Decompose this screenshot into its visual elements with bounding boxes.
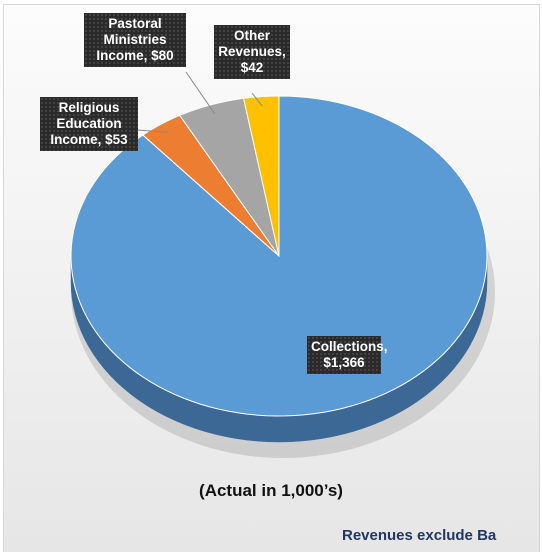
pie-slice-other-revenues bbox=[242, 95, 280, 257]
pie-slice-pastoral-ministries-income bbox=[178, 97, 280, 257]
chart-subtitle: (Actual in 1,000’s) bbox=[199, 481, 343, 500]
data-label-religious-education: Religious Education Income, $53 bbox=[40, 97, 138, 151]
footnote-text: Revenues exclude Ba bbox=[342, 527, 497, 544]
data-label-other-revenues: Other Revenues, $42 bbox=[214, 25, 290, 79]
pie-slice-religious-education-income bbox=[142, 114, 280, 257]
data-label-collections: Collections, $1,366 bbox=[307, 336, 388, 374]
leader-line-pastoral-ministries-income bbox=[185, 71, 216, 115]
leader-line-other-revenues bbox=[251, 92, 263, 107]
data-label-pastoral-ministries: Pastoral Ministries Income, $80 bbox=[84, 13, 186, 67]
leader-line-religious-education-income bbox=[137, 129, 168, 133]
